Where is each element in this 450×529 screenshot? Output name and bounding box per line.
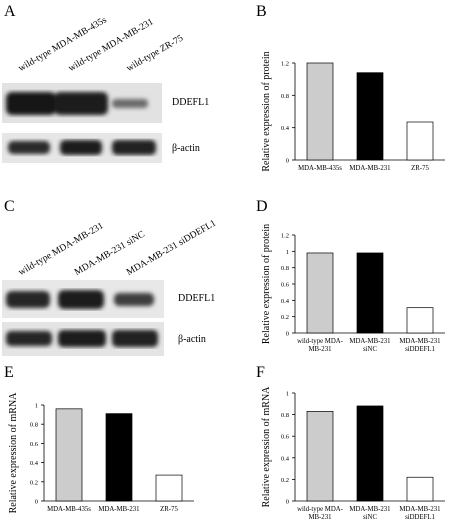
y-tick-label-e-3: 0.6	[30, 441, 39, 448]
lane-label-a-3: wild-type ZR-75	[125, 33, 186, 74]
band-label-ddefl1-c: DDEFL1	[178, 293, 216, 304]
bar-b-0	[306, 62, 334, 161]
bar-e-0	[55, 408, 83, 502]
bar-b-2	[406, 121, 434, 161]
panel-letter-d: D	[256, 198, 268, 215]
y-tick-label-e-2: 0.4	[30, 460, 39, 467]
category-label-b-0: MDA-MB-435s	[298, 165, 342, 172]
bar-chart-f: 0 0.2 0.4 0.6 0.8 1 Relative expression of mRN…	[261, 386, 445, 521]
category-label-f-1-1: siNC	[363, 514, 377, 521]
category-label-f-0-0: wild-type MDA-	[297, 506, 344, 513]
y-tick-label-d-5: 1	[286, 249, 289, 256]
blot-actin-a	[2, 133, 162, 163]
y-tick-label-f-2: 0.4	[281, 455, 290, 462]
bar-f-2	[406, 476, 434, 502]
blot-ddefl1-a	[2, 83, 162, 123]
category-label-b-2: ZR-75	[411, 165, 429, 172]
y-axis-label-d: Relative expression of protein	[261, 224, 272, 344]
panel-letter-b: B	[256, 3, 267, 20]
bar-e-1	[105, 413, 133, 502]
bar-b-1	[356, 72, 384, 161]
band-label-ddefl1-a: DDEFL1	[172, 97, 210, 108]
y-tick-label-b-3: 1.2	[281, 61, 289, 68]
panel-letter-a: A	[4, 3, 16, 20]
panel-letter-f: F	[256, 364, 265, 381]
y-tick-label-e-4: 0.8	[30, 422, 38, 429]
panel-letter-e: E	[4, 364, 14, 381]
category-label-d-0-0: wild-type MDA-	[297, 338, 344, 345]
y-tick-label-f-1: 0.2	[281, 477, 289, 484]
bar-d-2	[406, 307, 434, 334]
y-tick-label-e-5: 1	[35, 403, 38, 410]
category-label-d-1-0: MDA-MB-231	[349, 338, 390, 345]
bar-d-0	[306, 252, 334, 334]
y-tick-label-d-0: 0	[286, 331, 289, 338]
bar-chart-e: 0 0.2 0.4 0.6 0.8 1 Relative expression of mRN…	[8, 392, 194, 514]
y-tick-label-d-4: 0.8	[281, 265, 289, 272]
y-tick-label-d-2: 0.4	[281, 298, 290, 305]
y-axis-label-b: Relative expression of protein	[261, 51, 272, 171]
category-label-d-0-1: MB-231	[308, 346, 331, 353]
y-tick-label-f-3: 0.6	[281, 434, 290, 441]
y-axis-label-e: Relative expression of mRNA	[8, 392, 19, 514]
category-label-d-1-1: siNC	[363, 346, 377, 353]
y-tick-label-e-0: 0	[35, 499, 38, 506]
band-label-actin-c: β-actin	[178, 334, 206, 345]
category-label-f-1-0: MDA-MB-231	[349, 506, 390, 513]
category-label-e-2: ZR-75	[160, 506, 178, 513]
bar-f-0	[306, 411, 334, 502]
y-tick-label-b-1: 0.4	[281, 125, 290, 132]
lane-label-c-3: MDA-MB-231 siDDEFL1	[125, 218, 218, 278]
y-tick-label-b-0: 0	[286, 158, 289, 165]
bar-chart-b: 0 0.4 0.8 1.2 Relative expression of protein…	[261, 51, 445, 172]
panel-letter-c: C	[4, 198, 15, 215]
bar-f-1	[356, 405, 384, 502]
category-label-e-0: MDA-MB-435s	[47, 506, 91, 513]
category-label-f-2-1: siDDEFL1	[405, 514, 435, 521]
y-tick-label-d-1: 0.2	[281, 314, 289, 321]
blot-actin-c	[2, 322, 164, 356]
y-tick-label-d-6: 1.2	[281, 233, 289, 240]
category-label-f-0-1: MB-231	[308, 514, 331, 521]
y-tick-label-b-2: 0.8	[281, 93, 289, 100]
y-tick-label-f-4: 0.8	[281, 412, 289, 419]
category-label-b-1: MDA-MB-231	[349, 165, 390, 172]
bar-d-1	[356, 252, 384, 334]
category-label-e-1: MDA-MB-231	[98, 506, 139, 513]
band-label-actin-a: β-actin	[172, 143, 200, 154]
y-axis-label-f: Relative expression of mRNA	[261, 386, 272, 508]
bar-e-2	[155, 474, 183, 502]
category-label-d-2-1: siDDEFL1	[405, 346, 435, 353]
y-tick-label-e-1: 0.2	[30, 479, 38, 486]
category-label-f-2-0: MDA-MB-231	[399, 506, 440, 513]
category-label-d-2-0: MDA-MB-231	[399, 338, 440, 345]
y-tick-label-f-5: 1	[286, 391, 289, 398]
lane-label-a-1: wild-type MDA-MB-435s	[17, 15, 109, 75]
y-tick-label-f-0: 0	[286, 499, 289, 506]
blot-ddefl1-c	[2, 280, 164, 318]
bar-chart-d: 0 0.2 0.4 0.6 0.8 1 1.2 Relative expression of …	[261, 224, 445, 353]
y-tick-label-d-3: 0.6	[281, 282, 290, 289]
